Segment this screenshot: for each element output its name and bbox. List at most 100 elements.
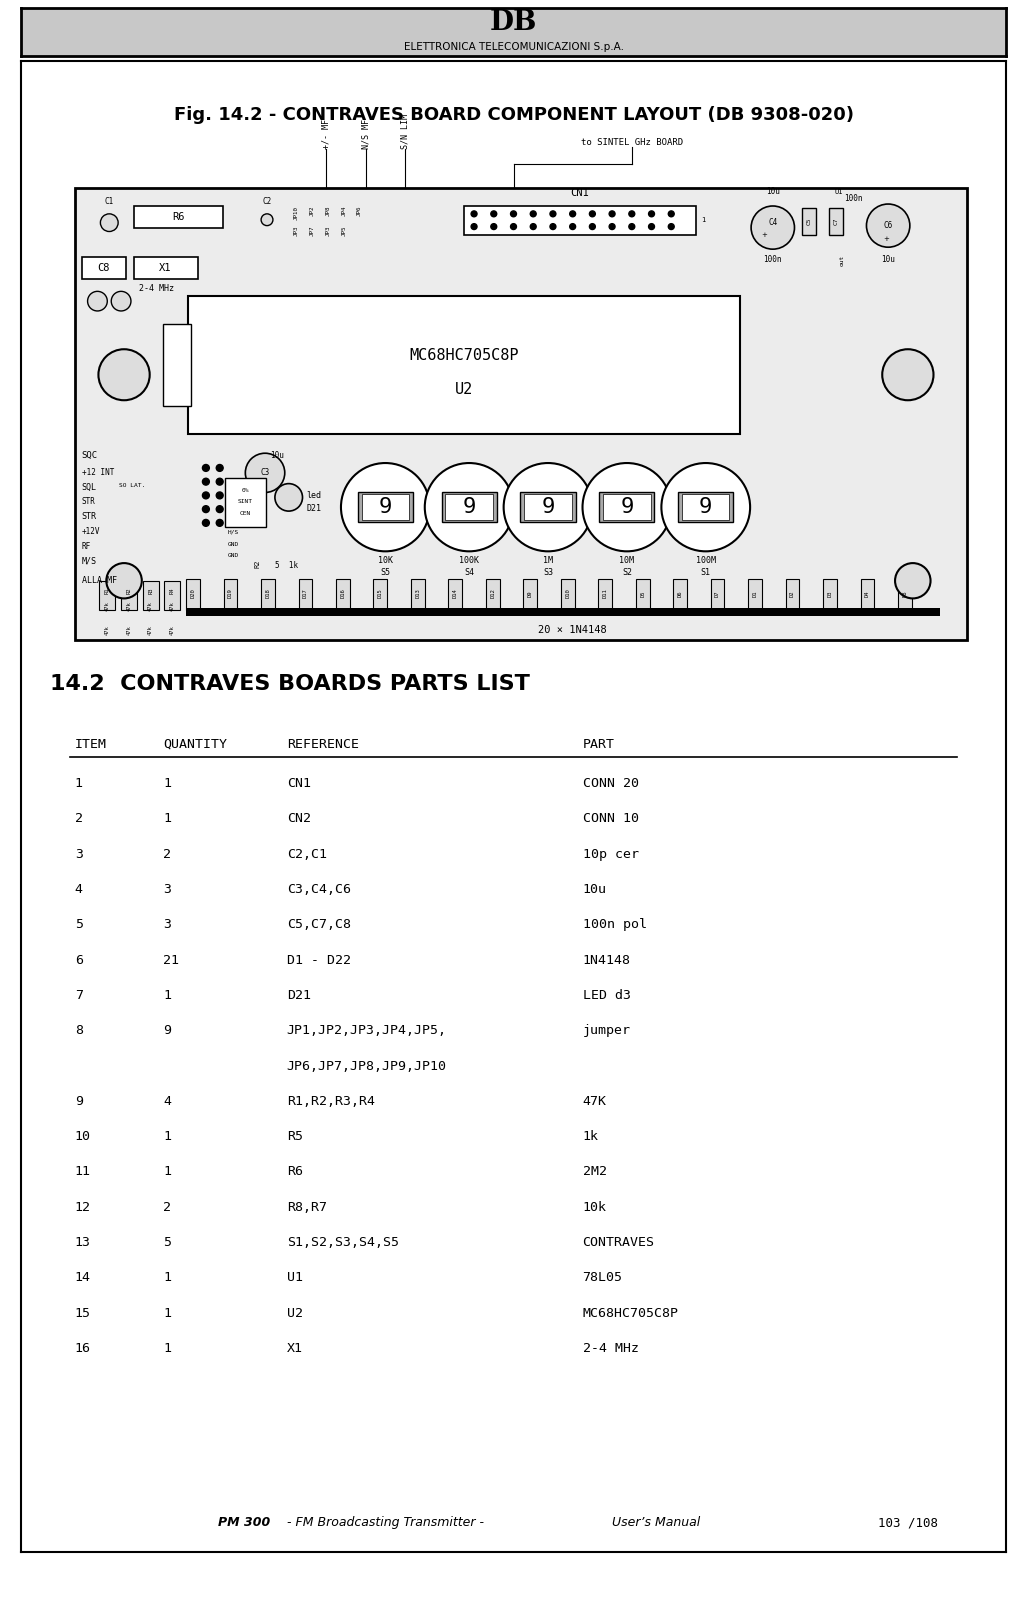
- Bar: [336, 579, 350, 610]
- Text: PART: PART: [582, 738, 614, 750]
- Text: 5: 5: [163, 1237, 172, 1250]
- Text: C2,C1: C2,C1: [287, 848, 327, 861]
- Text: M/S: M/S: [82, 557, 97, 565]
- Bar: [143, 581, 158, 610]
- Circle shape: [202, 464, 210, 472]
- Text: 2: 2: [163, 1200, 172, 1214]
- Text: R4: R4: [169, 587, 175, 594]
- Text: - FM Broadcasting Transmitter -: - FM Broadcasting Transmitter -: [287, 1517, 488, 1530]
- Bar: [829, 208, 843, 235]
- Bar: [362, 494, 409, 520]
- Circle shape: [669, 211, 674, 216]
- Bar: [121, 581, 137, 610]
- Circle shape: [217, 464, 223, 472]
- Circle shape: [649, 211, 654, 216]
- Text: 1: 1: [163, 1272, 172, 1285]
- Circle shape: [217, 520, 223, 526]
- Bar: [711, 579, 724, 610]
- Text: CN2: CN2: [287, 813, 311, 826]
- Text: 1k: 1k: [582, 1130, 599, 1142]
- Text: 103 /108: 103 /108: [878, 1517, 939, 1530]
- Text: D16: D16: [340, 589, 345, 598]
- Text: D19: D19: [228, 589, 233, 598]
- Text: D14: D14: [453, 589, 458, 598]
- Text: +12V: +12V: [82, 526, 101, 536]
- Circle shape: [669, 224, 674, 229]
- Text: User’s Manual: User’s Manual: [612, 1517, 700, 1530]
- Text: JP2: JP2: [310, 206, 315, 216]
- Text: +/- MF: +/- MF: [321, 118, 331, 149]
- Text: 100n: 100n: [763, 254, 782, 264]
- Text: 13: 13: [75, 1237, 90, 1250]
- Bar: [100, 581, 115, 610]
- Text: JP8: JP8: [326, 206, 331, 216]
- Text: MC68HC705C8P: MC68HC705C8P: [582, 1307, 679, 1320]
- Text: SINT: SINT: [238, 499, 253, 504]
- Text: DB: DB: [490, 10, 537, 35]
- Text: S1,S2,S3,S4,S5: S1,S2,S3,S4,S5: [287, 1237, 398, 1250]
- Text: PM 300: PM 300: [218, 1517, 270, 1530]
- Circle shape: [609, 224, 615, 229]
- Text: D4: D4: [865, 590, 870, 597]
- Bar: [861, 579, 874, 610]
- Text: 47k: 47k: [169, 602, 175, 611]
- Text: D21: D21: [287, 989, 311, 1002]
- Circle shape: [629, 211, 635, 216]
- Text: 10u: 10u: [582, 883, 607, 896]
- Text: 5: 5: [75, 918, 83, 931]
- Bar: [82, 258, 126, 278]
- Text: R1: R1: [105, 587, 110, 594]
- Circle shape: [341, 462, 429, 552]
- Text: 9: 9: [379, 498, 392, 517]
- Circle shape: [217, 478, 223, 485]
- Bar: [748, 579, 762, 610]
- Bar: [163, 323, 191, 406]
- Circle shape: [491, 211, 497, 216]
- Text: CN1: CN1: [287, 778, 311, 790]
- Text: CN1: CN1: [570, 189, 588, 198]
- Text: D3: D3: [828, 590, 833, 597]
- Text: 2: 2: [75, 813, 83, 826]
- Circle shape: [550, 224, 556, 229]
- Bar: [225, 478, 266, 526]
- Text: D15: D15: [378, 589, 383, 598]
- Text: CONTRAVES: CONTRAVES: [582, 1237, 654, 1250]
- Bar: [600, 493, 654, 522]
- Text: +: +: [883, 237, 889, 242]
- Circle shape: [87, 291, 107, 310]
- Bar: [261, 579, 275, 610]
- Circle shape: [202, 478, 210, 485]
- Bar: [898, 579, 912, 610]
- Text: 100K: 100K: [459, 557, 480, 565]
- Text: D18: D18: [266, 589, 270, 598]
- Circle shape: [491, 224, 497, 229]
- Text: 9: 9: [620, 498, 634, 517]
- Text: +12 INT: +12 INT: [82, 467, 114, 477]
- Text: 1: 1: [163, 989, 172, 1002]
- Text: jumper: jumper: [582, 1024, 631, 1037]
- Circle shape: [649, 224, 654, 229]
- Bar: [603, 494, 650, 520]
- Circle shape: [471, 224, 477, 229]
- Text: STR: STR: [82, 512, 97, 522]
- Circle shape: [275, 483, 303, 510]
- Text: 47K: 47K: [582, 1094, 607, 1107]
- Circle shape: [867, 205, 910, 246]
- Text: JP5: JP5: [341, 226, 346, 237]
- Text: GND: GND: [228, 554, 239, 558]
- Bar: [678, 493, 733, 522]
- Text: 3: 3: [75, 848, 83, 861]
- Text: 10: 10: [75, 1130, 90, 1142]
- Text: 1: 1: [163, 1130, 172, 1142]
- Text: U1: U1: [287, 1272, 303, 1285]
- Text: JP3: JP3: [294, 226, 299, 237]
- Text: STR: STR: [82, 498, 96, 506]
- Text: S4: S4: [464, 568, 474, 578]
- Circle shape: [530, 224, 536, 229]
- Text: C3: C3: [261, 469, 270, 477]
- Text: 47k: 47k: [105, 626, 110, 635]
- Text: SQC: SQC: [82, 451, 98, 461]
- Text: 1: 1: [163, 778, 172, 790]
- Text: R1,R2,R3,R4: R1,R2,R3,R4: [287, 1094, 375, 1107]
- Circle shape: [217, 506, 223, 512]
